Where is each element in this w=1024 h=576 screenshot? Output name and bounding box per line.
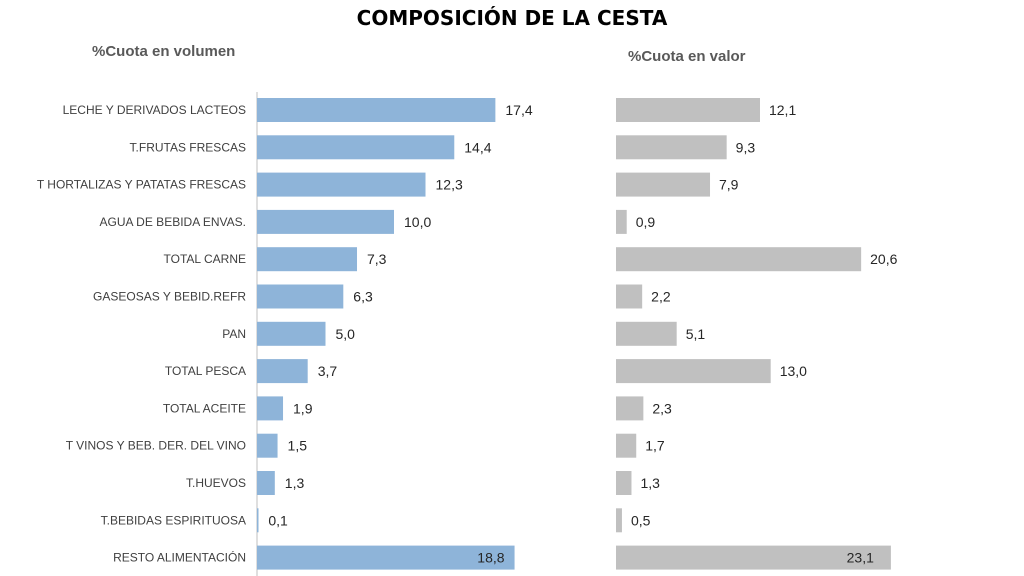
value-value-label: 0,5 (631, 512, 651, 528)
value-value-label: 23,1 (847, 550, 874, 566)
volume-value-label: 18,8 (477, 550, 504, 566)
volume-value-label: 17,4 (505, 102, 532, 118)
volume-bar (257, 433, 278, 458)
value-bar (616, 396, 644, 421)
volume-bar (257, 396, 284, 421)
volume-bar (257, 321, 326, 346)
value-bar (616, 471, 632, 495)
value-value-label: 13,0 (780, 363, 807, 379)
volume-value-label: 1,5 (288, 438, 308, 454)
volume-bar (257, 98, 496, 122)
value-value-label: 2,3 (652, 400, 672, 416)
volume-value-label: 1,9 (293, 400, 313, 416)
value-value-label: 1,7 (645, 438, 665, 454)
volume-bar (257, 471, 275, 495)
category-label: TOTAL PESCA (165, 364, 246, 378)
category-label: RESTO ALIMENTACIÓN (113, 550, 246, 565)
volume-value-label: 7,3 (367, 251, 387, 267)
category-label: LECHE Y DERIVADOS LACTEOS (63, 103, 246, 117)
value-bar (616, 508, 622, 533)
volume-value-label: 1,3 (285, 475, 305, 491)
volume-bar (257, 359, 308, 384)
volume-value-label: 10,0 (404, 214, 431, 230)
volume-bar (257, 545, 515, 570)
value-bar (616, 209, 627, 234)
volume-bar (257, 284, 344, 309)
volume-value-label: 14,4 (464, 139, 491, 155)
value-value-label: 9,3 (736, 139, 756, 155)
volume-value-label: 6,3 (353, 289, 373, 305)
value-bar (616, 359, 771, 384)
value-bar (616, 433, 637, 458)
category-label: GASEOSAS Y BEBID.REFR (93, 290, 246, 304)
volume-bar (257, 508, 259, 533)
value-value-label: 20,6 (870, 251, 897, 267)
category-label: TOTAL ACEITE (163, 401, 246, 415)
volume-value-label: 3,7 (318, 363, 338, 379)
category-label: PAN (222, 327, 246, 341)
volume-value-label: 0,1 (268, 512, 288, 528)
category-label: TOTAL CARNE (164, 252, 246, 266)
volume-value-label: 5,0 (336, 326, 356, 342)
value-value-label: 12,1 (769, 102, 796, 118)
value-bar (616, 98, 760, 122)
value-value-label: 1,3 (640, 475, 660, 491)
category-label: T.FRUTAS FRESCAS (130, 140, 246, 154)
volume-value-label: 12,3 (436, 177, 463, 193)
volume-bar (257, 172, 426, 197)
volume-bar (257, 247, 358, 272)
value-value-label: 7,9 (719, 177, 739, 193)
value-value-label: 5,1 (686, 326, 706, 342)
value-bar (616, 545, 891, 570)
value-chart-title: %Cuota en valor (628, 48, 746, 65)
value-value-label: 2,2 (651, 289, 671, 305)
value-bar (616, 247, 862, 272)
value-bar (616, 172, 711, 197)
category-label: T HORTALIZAS Y PATATAS FRESCAS (37, 178, 246, 192)
value-bar (616, 135, 727, 160)
category-label: T.BEBIDAS ESPIRITUOSA (101, 513, 246, 527)
volume-bar (257, 209, 394, 234)
category-label: AGUA DE BEBIDA ENVAS. (100, 215, 247, 229)
value-bar (616, 321, 677, 346)
volume-bar (257, 135, 455, 160)
value-value-label: 0,9 (636, 214, 656, 230)
category-label: T VINOS Y BEB. DER. DEL VINO (66, 439, 246, 453)
volume-chart-title: %Cuota en volumen (92, 43, 236, 60)
value-bar (616, 284, 643, 309)
page-title: COMPOSICIÓN DE LA CESTA (356, 6, 668, 30)
category-label: T.HUEVOS (186, 476, 246, 490)
